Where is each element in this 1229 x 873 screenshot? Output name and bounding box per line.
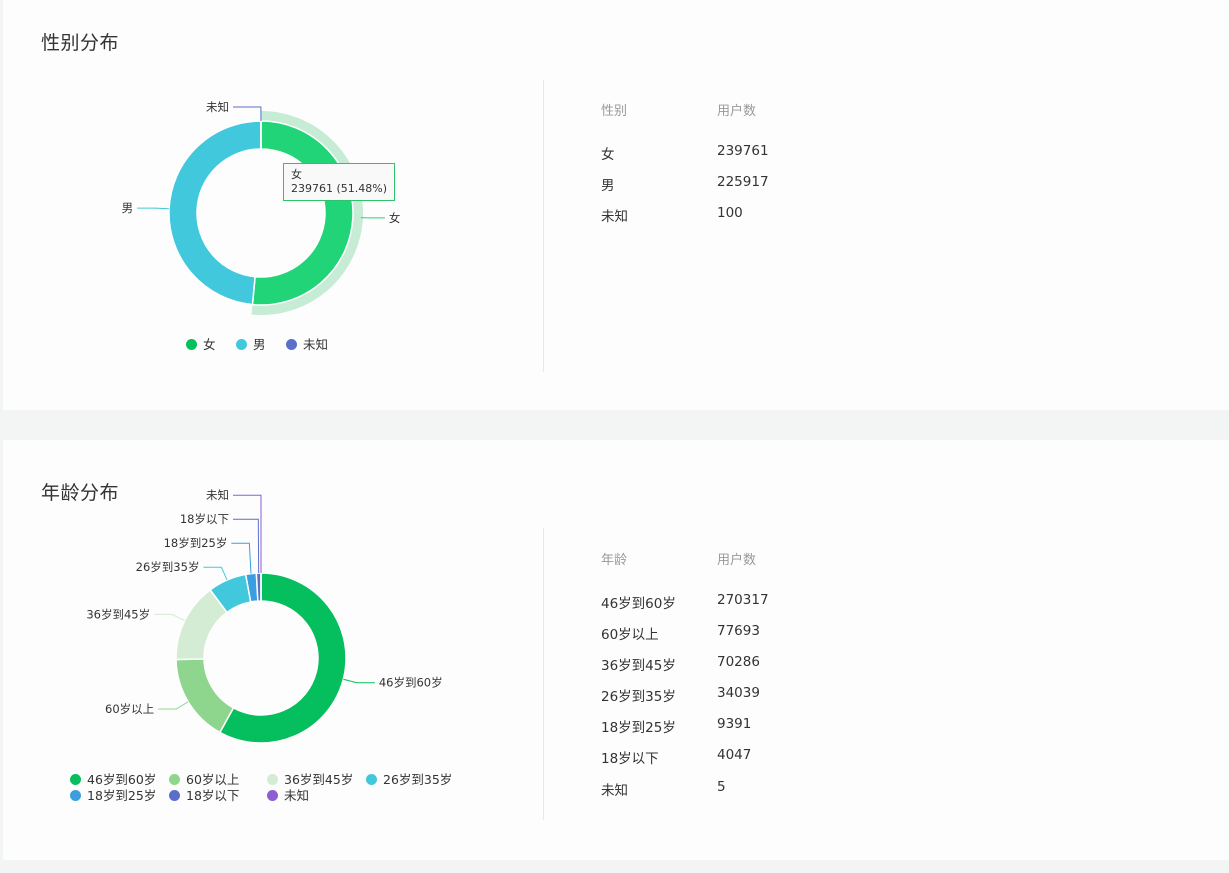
legend-dot [267,790,278,801]
leader-line [158,701,189,710]
table-header-category: 性别 [601,104,628,119]
slice-label: 46岁到60岁 [379,676,443,690]
leader-line [203,566,228,581]
table-cell-category: 18岁以下 [601,751,659,767]
legend-dot [286,339,297,350]
legend-label: 未知 [303,337,329,352]
table-cell-users: 70286 [717,654,760,670]
legend-item-60plus[interactable]: 60岁以上 [169,769,239,788]
table-cell-users: 4047 [717,747,752,763]
tooltip-value: 239761 (51.48%) [291,182,388,195]
table-cell-category: 60岁以上 [601,627,659,643]
legend-dot [267,774,278,785]
legend-label: 60岁以上 [186,772,240,787]
donut-slice[interactable] [218,572,347,744]
table-cell-users: 9391 [717,716,752,732]
table-cell-category: 女 [601,147,615,163]
slice-label: 36岁到45岁 [86,607,150,621]
slice-label: 未知 [206,488,229,502]
table-cell-users: 77693 [717,623,760,639]
tooltip-label: 女 [291,168,302,181]
slice-label: 未知 [206,100,229,114]
legend-dot [70,790,81,801]
legend-item-female[interactable]: 女 [186,334,216,353]
legend-item-under18[interactable]: 18岁以下 [169,785,239,804]
table-cell-users: 5 [717,779,726,795]
legend-label: 26岁到35岁 [383,772,453,787]
legend-label: 未知 [284,788,310,803]
leader-line [233,106,262,122]
legend-dot [236,339,247,350]
table-cell-users: 100 [717,205,743,221]
age-card: 年龄分布 46岁到60岁 60岁以上 36岁到45岁 26岁到35岁 18岁到25岁 18… [3,440,1229,860]
gender-tooltip: 女 239761 (51.48%) [283,163,396,201]
leader-line [343,678,375,684]
legend-item-26-35[interactable]: 26岁到35岁 [366,769,452,788]
leader-line [137,207,170,210]
table-cell-category: 36岁到45岁 [601,658,676,674]
table-cell-category: 男 [601,178,615,194]
slice-label: 60岁以上 [105,702,154,716]
gender-divider [543,80,544,372]
gender-card: 性别分布 女男未知 女 239761 (51.48%) 女 男 未知 性别 用户… [3,0,1229,410]
table-header-users: 用户数 [717,104,757,119]
legend-dot [70,774,81,785]
legend-item-unknown[interactable]: 未知 [286,334,328,353]
legend-dot [366,774,377,785]
table-cell-users: 225917 [717,174,769,190]
gender-title: 性别分布 [41,32,120,54]
legend-item-46-60[interactable]: 46岁到60岁 [70,769,156,788]
table-cell-users: 34039 [717,685,760,701]
table-cell-category: 26岁到35岁 [601,689,676,705]
leader-line [231,542,252,574]
slice-label: 女 [389,211,401,225]
table-cell-users: 270317 [717,592,769,608]
table-cell-category: 18岁到25岁 [601,720,676,736]
legend-dot [169,774,180,785]
legend-item-unknown[interactable]: 未知 [267,785,309,804]
legend-item-36-45[interactable]: 36岁到45岁 [267,769,353,788]
donut-slice[interactable] [175,658,235,734]
age-divider [543,528,544,820]
slice-label: 18岁到25岁 [164,536,228,550]
legend-dot [186,339,197,350]
legend-label: 女 [203,337,216,352]
table-cell-users: 239761 [717,143,769,159]
donut-slice[interactable] [168,120,262,306]
legend-dot [169,790,180,801]
age-title: 年龄分布 [41,482,120,504]
slice-label: 26岁到35岁 [136,560,200,574]
legend-label: 36岁到45岁 [284,772,354,787]
legend-label: 18岁到25岁 [87,788,157,803]
slice-label: 男 [122,201,134,215]
leader-line [233,494,262,574]
leader-line [233,518,260,574]
legend-item-male[interactable]: 男 [236,334,266,353]
legend-label: 18岁以下 [186,788,240,803]
leader-line [154,613,185,622]
table-header-users: 用户数 [717,553,757,568]
legend-item-18-25[interactable]: 18岁到25岁 [70,785,156,804]
legend-label: 男 [253,337,266,352]
table-cell-category: 未知 [601,209,628,225]
table-header-category: 年龄 [601,553,628,568]
table-cell-category: 未知 [601,783,628,799]
slice-label: 18岁以下 [180,512,229,526]
legend-label: 46岁到60岁 [87,772,157,787]
table-cell-category: 46岁到60岁 [601,596,676,612]
